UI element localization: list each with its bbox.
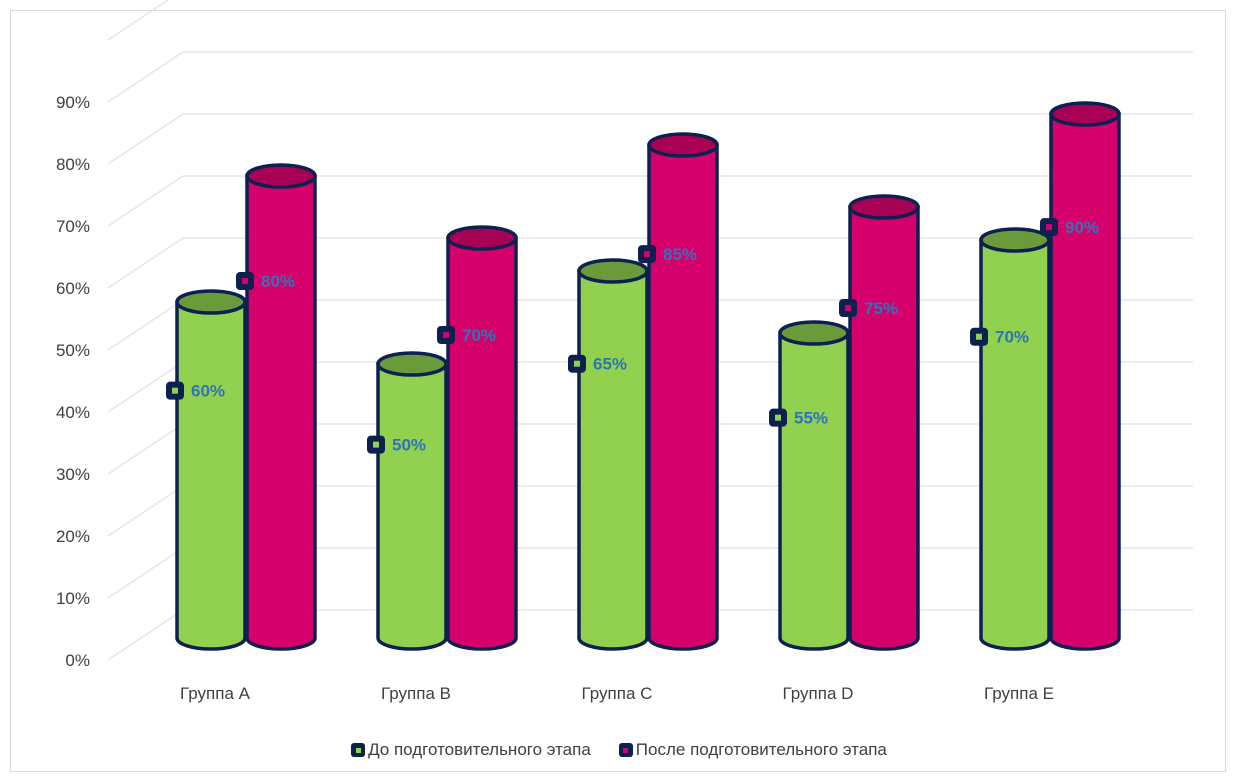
bars-layer	[175, 101, 1121, 651]
y-tick-label: 50%	[56, 341, 90, 360]
bar-body	[979, 238, 1051, 651]
data-label-marker-dot	[574, 360, 580, 367]
data-label: 50%	[392, 436, 426, 455]
legend-item-before: До подготовительного этапа	[351, 740, 591, 760]
gridline-diagonal	[107, 237, 184, 289]
x-tick-label: Группа E	[984, 684, 1054, 703]
x-tick-label: Группа D	[783, 684, 854, 703]
gridline-diagonal	[107, 0, 170, 41]
gridline-diagonal	[107, 361, 184, 413]
bar-top	[245, 163, 317, 189]
data-label-marker-dot	[242, 278, 248, 285]
gridline-diagonal	[107, 113, 184, 165]
legend-label-after: После подготовительного этапа	[635, 740, 887, 759]
gridline-diagonal	[107, 299, 184, 351]
data-label-marker-dot	[373, 441, 379, 448]
y-tick-label: 30%	[56, 465, 90, 484]
legend-item-after: После подготовительного этапа	[618, 740, 887, 760]
bar-body	[577, 269, 649, 651]
y-tick-label: 70%	[56, 217, 90, 236]
x-axis-ticks: Группа A Группа B Группа C Группа D Группа E	[180, 684, 1054, 703]
y-tick-label: 20%	[56, 527, 90, 546]
bar-body	[376, 362, 448, 651]
data-label: 80%	[261, 272, 295, 291]
x-tick-label: Группа A	[180, 684, 251, 703]
y-tick-label: 80%	[56, 155, 90, 174]
gridline-diagonal	[107, 175, 184, 227]
data-label-marker-dot	[976, 333, 982, 340]
y-axis-ticks: 0% 10% 20% 30% 40% 50% 60% 70% 80% 90%	[56, 93, 90, 670]
data-label: 90%	[1065, 218, 1099, 237]
data-label: 55%	[794, 409, 828, 428]
x-tick-label: Группа C	[582, 684, 653, 703]
bar-top	[446, 225, 518, 251]
data-labels-layer: 60% 80% 50% 70% 65% 85% 55% 75% 70% 90%	[166, 218, 1099, 455]
legend-label-before: До подготовительного этапа	[368, 740, 591, 759]
bar-top	[376, 351, 448, 377]
gridline-diagonal	[107, 51, 184, 103]
y-tick-label: 90%	[56, 93, 90, 112]
gridline-diagonal	[107, 609, 184, 661]
bar-body	[446, 236, 518, 651]
data-label-marker-dot	[845, 305, 851, 312]
bar-top	[848, 194, 920, 220]
bar-top	[577, 258, 649, 284]
data-label: 75%	[864, 299, 898, 318]
bar-body	[778, 331, 850, 651]
data-label: 65%	[593, 355, 627, 374]
data-label: 70%	[995, 328, 1029, 347]
bar-body	[848, 205, 920, 651]
bar-body	[245, 174, 317, 651]
y-tick-label: 10%	[56, 589, 90, 608]
x-tick-label: Группа B	[381, 684, 451, 703]
legend: До подготовительного этапа После подгото…	[0, 737, 1238, 763]
bar-top	[1049, 101, 1121, 127]
data-label-marker-dot	[443, 332, 449, 338]
bar-top	[175, 289, 247, 315]
data-label-marker-dot	[172, 387, 178, 394]
bar-top	[647, 132, 719, 158]
legend-swatch-before	[351, 743, 366, 757]
bar-top	[778, 320, 850, 346]
gridline-diagonal	[107, 547, 184, 599]
y-tick-label: 40%	[56, 403, 90, 422]
y-tick-label: 60%	[56, 279, 90, 298]
data-label-marker-dot	[1046, 224, 1052, 231]
gridline-diagonal	[107, 485, 184, 537]
data-label: 85%	[663, 245, 697, 264]
gridline-diagonal	[107, 423, 184, 475]
data-label: 60%	[191, 382, 225, 401]
bar-body	[647, 143, 719, 651]
bar-body	[175, 300, 247, 651]
bar-top	[979, 227, 1051, 253]
data-label-marker-dot	[644, 251, 650, 258]
y-tick-label: 0%	[65, 651, 90, 670]
bar-body	[1049, 112, 1121, 651]
legend-swatch-after	[618, 743, 633, 757]
data-label: 70%	[462, 326, 496, 345]
data-label-marker-dot	[775, 414, 781, 421]
